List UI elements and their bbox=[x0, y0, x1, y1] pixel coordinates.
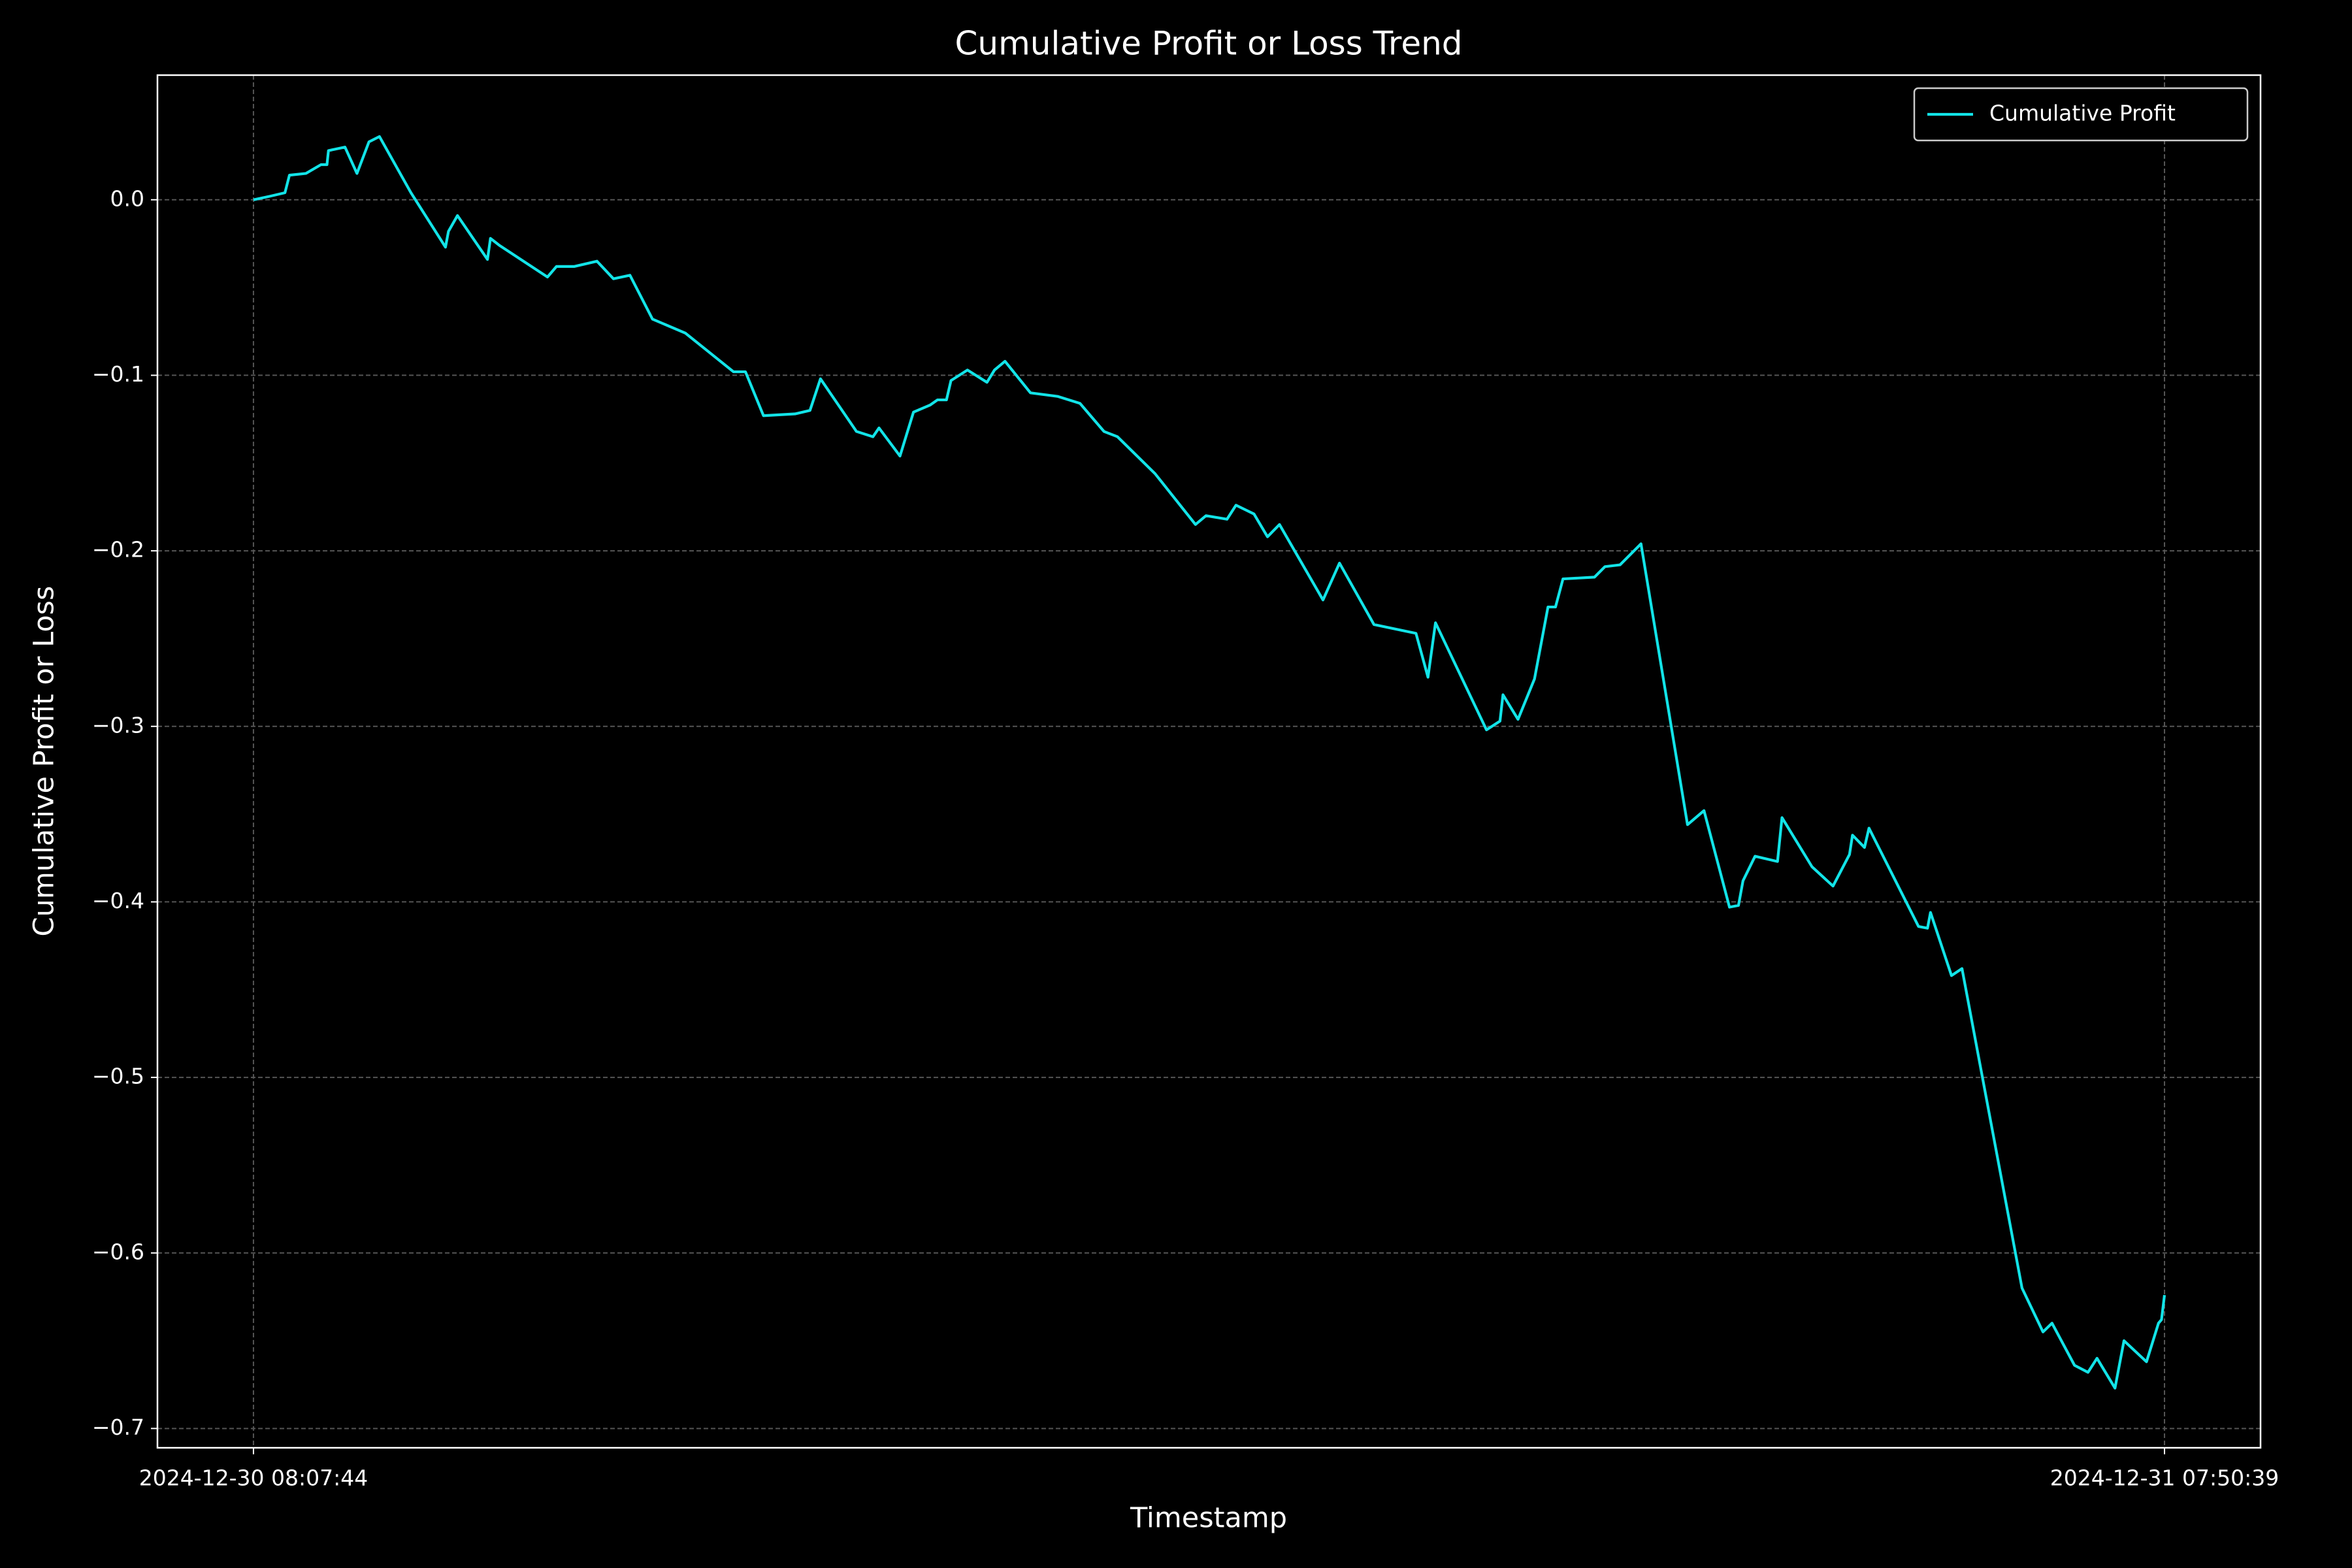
y-tick-label: 0.0 bbox=[110, 186, 144, 211]
data-line bbox=[253, 135, 2166, 1390]
y-tick-label: −0.3 bbox=[92, 712, 144, 738]
y-tick-label: −0.7 bbox=[92, 1414, 144, 1440]
y-tick-label: −0.1 bbox=[92, 361, 144, 387]
y-tick-label: −0.5 bbox=[92, 1064, 144, 1089]
x-tick-label: 2024-12-31 07:50:39 bbox=[2050, 1465, 2279, 1491]
legend-label: Cumulative Profit bbox=[1989, 101, 2176, 126]
legend: Cumulative Profit bbox=[1913, 87, 2249, 142]
y-tick-label: −0.4 bbox=[92, 888, 144, 913]
y-axis-label: Cumulative Profit or Loss bbox=[28, 586, 61, 937]
legend-box bbox=[1913, 87, 2249, 142]
plot-frame bbox=[156, 74, 2262, 1449]
y-tick-label: −0.6 bbox=[92, 1239, 144, 1264]
x-axis-label: Timestamp bbox=[1130, 1502, 1287, 1535]
chart-title: Cumulative Profit or Loss Trend bbox=[955, 25, 1462, 63]
y-tick-label: −0.2 bbox=[92, 537, 144, 563]
x-tick-label: 2024-12-30 08:07:44 bbox=[139, 1465, 368, 1491]
